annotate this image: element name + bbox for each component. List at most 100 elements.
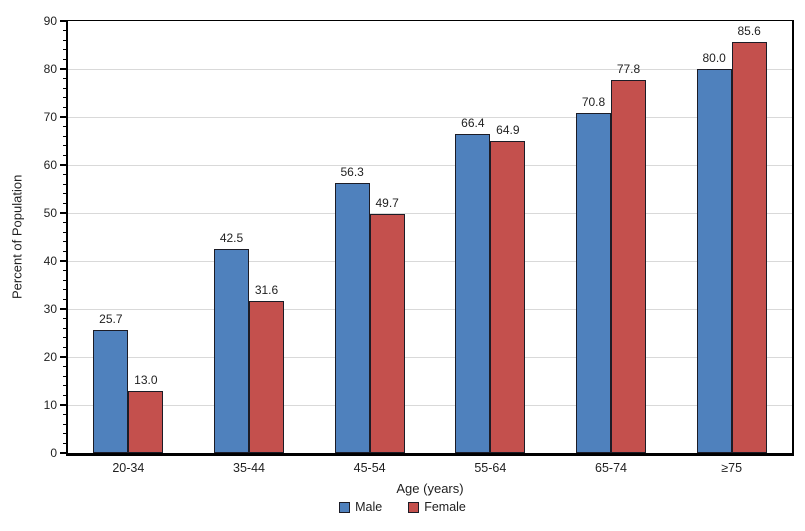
bar-female — [128, 390, 164, 453]
y-minor-tick — [62, 346, 66, 348]
y-tick-label: 70 — [43, 109, 57, 124]
major-gridline — [68, 260, 792, 262]
y-tick-label: 40 — [43, 253, 57, 268]
value-label: 56.3 — [340, 164, 364, 179]
value-label: 77.8 — [616, 61, 641, 76]
y-minor-tick — [62, 394, 66, 396]
bar-female — [369, 214, 405, 453]
x-tick-label: 65-74 — [595, 461, 627, 475]
bar-male — [576, 113, 611, 453]
major-gridline — [68, 116, 792, 118]
y-minor-tick — [62, 423, 66, 425]
x-tick-label: ≥75 — [721, 461, 743, 475]
y-minor-tick — [62, 433, 66, 435]
legend-label: Female — [424, 500, 466, 514]
x-tick-label: 55-64 — [474, 461, 507, 475]
major-gridline — [68, 404, 792, 406]
bar-male — [214, 249, 249, 453]
y-major-tick — [60, 404, 66, 406]
value-label: 31.6 — [254, 283, 279, 298]
y-major-tick — [60, 356, 66, 358]
y-major-tick — [60, 260, 66, 262]
bar-female — [731, 42, 767, 453]
y-minor-tick — [62, 135, 66, 137]
y-minor-tick — [62, 78, 66, 80]
y-tick-label: 20 — [43, 349, 57, 364]
y-minor-tick — [62, 58, 66, 60]
y-minor-tick — [62, 30, 66, 32]
bar-female — [249, 301, 284, 453]
y-minor-tick — [62, 279, 66, 281]
y-minor-tick — [62, 442, 66, 444]
y-minor-tick — [62, 126, 66, 128]
y-minor-tick — [62, 97, 66, 99]
y-minor-tick — [62, 202, 66, 204]
y-major-tick — [60, 164, 66, 166]
major-gridline — [68, 212, 792, 214]
y-minor-tick — [62, 318, 66, 320]
value-label: 64.9 — [496, 123, 520, 138]
legend-item-male: Male — [339, 500, 382, 514]
value-label: 13.0 — [134, 372, 158, 387]
y-major-tick — [60, 212, 66, 214]
bar-male — [696, 69, 732, 453]
y-tick-label: 30 — [43, 301, 57, 316]
y-minor-tick — [62, 174, 66, 176]
y-minor-tick — [62, 39, 66, 41]
y-minor-tick — [62, 414, 66, 416]
y-major-tick — [60, 308, 66, 310]
y-axis-title: Percent of Population — [9, 174, 25, 300]
y-minor-tick — [62, 385, 66, 387]
y-major-tick — [60, 452, 66, 454]
x-tick-label: 45-54 — [353, 461, 386, 475]
y-minor-tick — [62, 87, 66, 89]
bar-female — [611, 79, 646, 453]
y-minor-tick — [62, 231, 66, 233]
y-minor-tick — [62, 375, 66, 377]
y-minor-tick — [62, 250, 66, 252]
major-gridline — [68, 164, 792, 166]
y-minor-tick — [62, 106, 66, 108]
value-label: 70.8 — [581, 95, 606, 110]
y-minor-tick — [62, 145, 66, 147]
y-tick-label: 0 — [50, 445, 57, 460]
y-minor-tick — [62, 337, 66, 339]
major-gridline — [68, 356, 792, 358]
y-minor-tick — [62, 183, 66, 185]
value-label: 66.4 — [461, 116, 485, 131]
y-minor-tick — [62, 241, 66, 243]
y-minor-tick — [62, 154, 66, 156]
y-axis-line — [66, 19, 68, 456]
major-gridline — [68, 68, 792, 70]
y-tick-label: 90 — [43, 13, 57, 28]
y-minor-tick — [62, 327, 66, 329]
plot-border-right — [792, 19, 794, 454]
y-major-tick — [60, 68, 66, 70]
value-label: 25.7 — [99, 311, 123, 326]
bar-male — [334, 182, 370, 453]
major-gridline — [68, 308, 792, 310]
x-axis-line — [66, 453, 794, 456]
value-label: 80.0 — [702, 51, 726, 65]
y-tick-label: 60 — [43, 157, 57, 172]
y-major-tick — [60, 116, 66, 118]
y-minor-tick — [62, 222, 66, 224]
x-tick-label: 20-34 — [112, 461, 145, 475]
y-minor-tick — [62, 193, 66, 195]
value-label: 42.5 — [219, 231, 244, 245]
plot-border-top — [66, 19, 794, 21]
x-tick-label: 35-44 — [233, 461, 265, 475]
x-axis-title: Age (years) — [396, 481, 464, 496]
bar-female — [490, 141, 526, 453]
y-minor-tick — [62, 298, 66, 300]
y-minor-tick — [62, 270, 66, 272]
bar-male — [93, 329, 129, 453]
legend-swatch-male — [339, 501, 351, 513]
plot-area: 25.7 13.0 42.5 31.6 56.3 49.7 66.4 64.9 70.8 77.8… — [68, 21, 792, 453]
y-tick-label: 50 — [43, 205, 57, 220]
y-minor-tick — [62, 366, 66, 368]
legend: Male Female — [0, 500, 805, 514]
value-label: 49.7 — [375, 196, 399, 211]
y-major-tick — [60, 20, 66, 22]
